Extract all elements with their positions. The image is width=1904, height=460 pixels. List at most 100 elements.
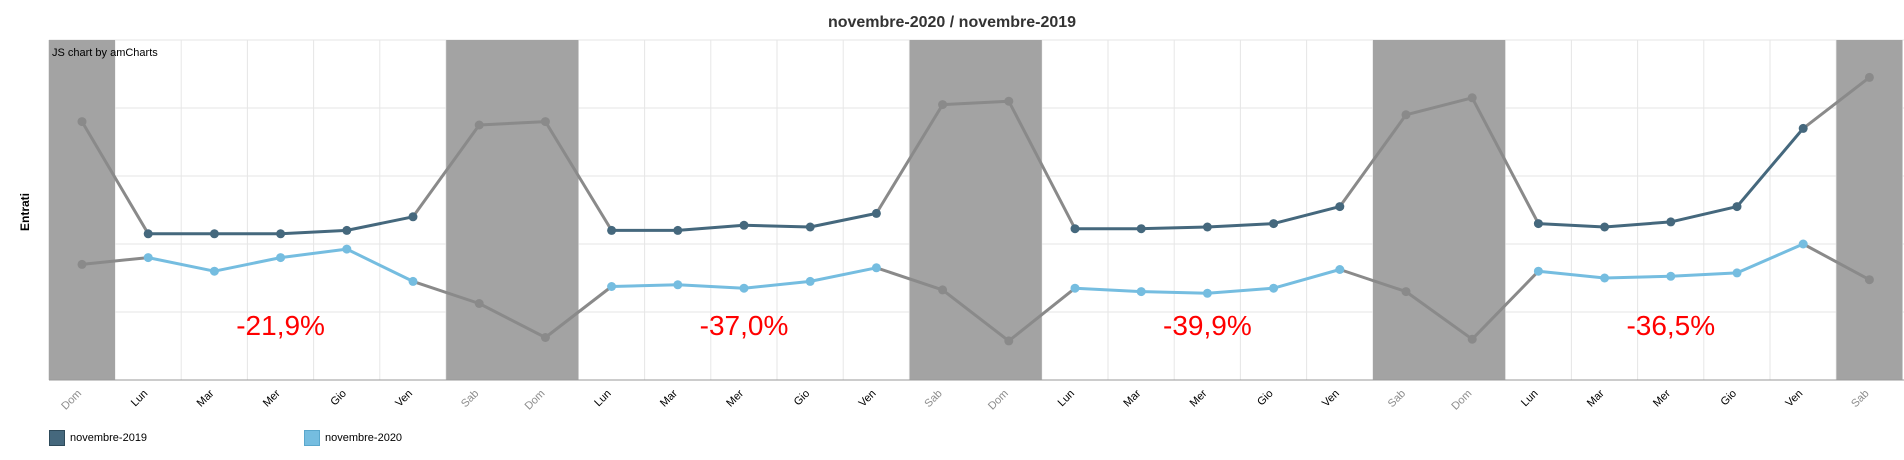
series-1-point: [1335, 265, 1345, 274]
series-0-point: [1864, 72, 1874, 82]
annotations: -21,9% -37,0% -39,9% -36,5%: [236, 310, 1715, 341]
series-1-segment: [1603, 274, 1673, 280]
series-0-segment: [676, 223, 746, 232]
series-1-segment: [345, 247, 415, 283]
series-1-segment: [1801, 242, 1871, 282]
series-0-point: [1401, 110, 1411, 120]
series-1-point: [871, 263, 881, 273]
series-1-segment: [1404, 290, 1474, 341]
series-1-point: [276, 253, 286, 263]
series-0-point: [276, 229, 286, 239]
weekend-bands: [49, 40, 1903, 380]
series-0-segment: [1404, 96, 1474, 117]
amcharts-credit[interactable]: JS chart by amCharts: [52, 47, 158, 59]
series-1-point: [1136, 287, 1146, 297]
x-tick-label: Lun: [1056, 388, 1077, 409]
series-1-point: [143, 253, 153, 263]
weekend-band: [1836, 40, 1903, 380]
series-0-point: [1666, 217, 1676, 227]
series-0-segment: [1735, 126, 1805, 209]
x-tick-label: Dom: [1449, 388, 1474, 413]
legend-item-2020[interactable]: novembre-2020: [304, 429, 402, 447]
series-1-segment: [941, 288, 1011, 343]
series-0-point: [143, 229, 153, 239]
series-0-point: [1600, 222, 1610, 232]
x-tick-label: Mar: [195, 387, 217, 409]
x-tick-label: Mar: [1121, 387, 1143, 409]
x-tick-label: Mer: [1188, 387, 1210, 409]
x-tick-label: Sab: [459, 388, 481, 410]
weekend-band: [446, 40, 579, 380]
x-tick-label: Mer: [1651, 387, 1673, 409]
series-1-point: [607, 282, 617, 291]
series-1-segment: [279, 247, 349, 260]
series-0-point: [607, 225, 617, 235]
x-tick-label: Gio: [328, 388, 349, 409]
series-0-point: [938, 100, 948, 110]
series-1-segment: [80, 256, 150, 266]
series-1-segment: [1470, 269, 1540, 341]
x-tick-label: Lun: [592, 388, 613, 409]
series-0-point: [1533, 219, 1543, 229]
series-0-point: [77, 117, 87, 127]
x-tick-label: Ven: [1320, 388, 1342, 410]
series-1-point: [474, 299, 484, 308]
series-0-segment: [1205, 222, 1276, 229]
weekend-band: [49, 40, 115, 380]
annotation-label: -37,0%: [700, 310, 789, 341]
series-1-point: [1269, 283, 1279, 293]
x-tick-label: Ven: [393, 388, 415, 410]
x-tick-label: Gio: [792, 388, 813, 409]
series-0-point: [805, 222, 815, 232]
series-1-segment: [1073, 286, 1143, 294]
chart-title: novembre-2020 / novembre-2019: [828, 14, 1076, 31]
legend-item-2019[interactable]: novembre-2019: [49, 429, 147, 447]
legend-swatch-2019: [49, 430, 65, 446]
series-0-segment: [874, 103, 945, 215]
series-0-segment: [345, 215, 415, 232]
series-0-point: [1136, 224, 1146, 234]
series-0-point: [474, 120, 484, 130]
series-0-segment: [1139, 225, 1209, 231]
x-tick-label: Dom: [986, 388, 1011, 413]
annotation-label: -21,9%: [236, 310, 325, 341]
series-0-segment: [543, 120, 614, 232]
series-0-segment: [1801, 75, 1871, 130]
series-1-segment: [1272, 268, 1342, 290]
series-1-segment: [874, 266, 945, 292]
series-1-segment: [1669, 271, 1739, 278]
x-tick-label: Gio: [1719, 388, 1740, 409]
series-0-segment: [1338, 113, 1408, 209]
annotation-label: -36,5%: [1626, 310, 1715, 341]
series-0-segment: [411, 123, 481, 219]
series-0-segment: [279, 228, 349, 236]
x-tick-label: Sab: [922, 388, 944, 410]
series-0-point: [209, 229, 219, 239]
series-1-point: [342, 244, 352, 254]
x-tick-label: Lun: [1519, 388, 1540, 409]
series-0-segment: [808, 211, 878, 229]
series-1-point: [1533, 266, 1543, 276]
x-tick-label: Dom: [523, 388, 548, 413]
series-1-point: [938, 285, 948, 295]
series-1-segment: [543, 285, 614, 339]
y-axis-label: Entrati: [18, 193, 32, 231]
series-0-point: [540, 117, 550, 127]
series-1-segment: [808, 266, 878, 283]
series-0-segment: [80, 120, 150, 236]
legend-label-2019: novembre-2019: [70, 432, 148, 444]
series-1-segment: [1536, 269, 1607, 280]
series-0-segment: [1536, 222, 1607, 229]
series-0-point: [408, 212, 418, 222]
x-tick-label: Gio: [1255, 388, 1276, 409]
series-0-point: [871, 208, 881, 218]
series-0-segment: [477, 120, 547, 127]
series-1-point: [1798, 239, 1808, 249]
series-0-segment: [1669, 205, 1739, 224]
series-0-segment: [1272, 205, 1342, 226]
weekend-band: [909, 40, 1042, 380]
x-tick-label: Sab: [1849, 388, 1871, 410]
series-0-point: [1335, 202, 1345, 212]
series-1-point: [673, 280, 683, 290]
series-1-segment: [742, 279, 812, 290]
